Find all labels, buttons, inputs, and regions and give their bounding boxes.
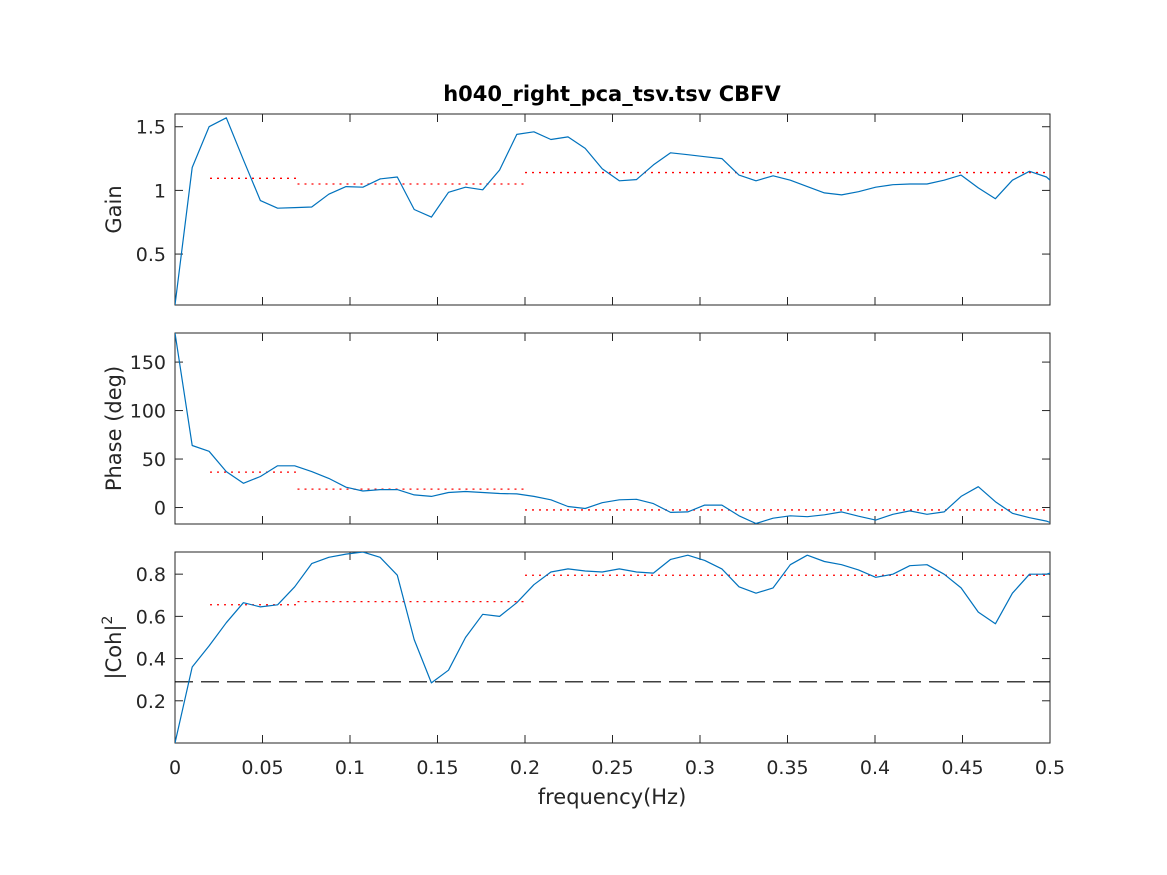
gain-series-line [175,117,1050,305]
phase-y-tick-label: 100 [130,401,166,423]
coherence-y-tick-label: 0.2 [136,691,166,713]
coherence-series-line [175,552,1050,743]
phase-y-tick-label: 50 [142,449,166,471]
gain-y-tick-label: 0.5 [136,244,166,266]
gain-axes-box [174,113,1051,306]
gain-panel: 0.5 1 1.5 Gain [102,113,1051,306]
x-tick-label: 0.5 [1035,757,1065,779]
phase-series-line [175,333,1050,524]
x-tick-label: 0.15 [416,757,458,779]
coherence-y-axis-label: |Coh|2 [100,616,127,680]
coherence-y-tick-label: 0.8 [136,564,166,586]
gain-y-tick-label: 1.5 [136,117,166,139]
phase-y-axis-label: Phase (deg) [102,366,126,491]
coherence-plot-area [175,552,1050,743]
coherence-y-axis-label-superscript: 2 [100,616,116,625]
coherence-y-tick-label: 0.6 [136,606,166,628]
x-axis: 0 0.05 0.1 0.15 0.2 0.25 0.3 0.35 0.4 0.45 0.5 [169,757,1065,779]
x-tick-label: 0.05 [241,757,283,779]
x-tick-label: 0.4 [860,757,890,779]
x-tick-label: 0 [169,757,181,779]
gain-plot-area [175,117,1050,305]
coherence-y-axis-label-text: |Coh| [102,624,127,679]
x-axis-label: frequency(Hz) [538,785,687,809]
phase-axes-box [174,332,1051,525]
x-tick-label: 0.45 [941,757,983,779]
coherence-axes-box [174,551,1051,744]
coherence-panel: 0.2 0.4 0.6 0.8 |Coh|2 [100,551,1051,744]
phase-y-axis-label-text: Phase (deg) [102,366,126,491]
x-tick-label: 0.35 [766,757,808,779]
gain-y-tick-label: 1 [154,180,166,202]
x-tick-label: 0.3 [685,757,715,779]
x-tick-label: 0.2 [510,757,540,779]
phase-y-tick-label: 150 [130,352,166,374]
coherence-y-tick-label: 0.4 [136,649,166,671]
x-tick-label: 0.1 [335,757,365,779]
gain-y-axis-label-text: Gain [102,185,126,233]
phase-plot-area [175,333,1050,524]
figure-title: h040_right_pca_tsv.tsv CBFV [443,82,781,106]
phase-y-tick-label: 0 [154,498,166,520]
gain-y-axis-label: Gain [102,185,126,233]
x-tick-label: 0.25 [591,757,633,779]
